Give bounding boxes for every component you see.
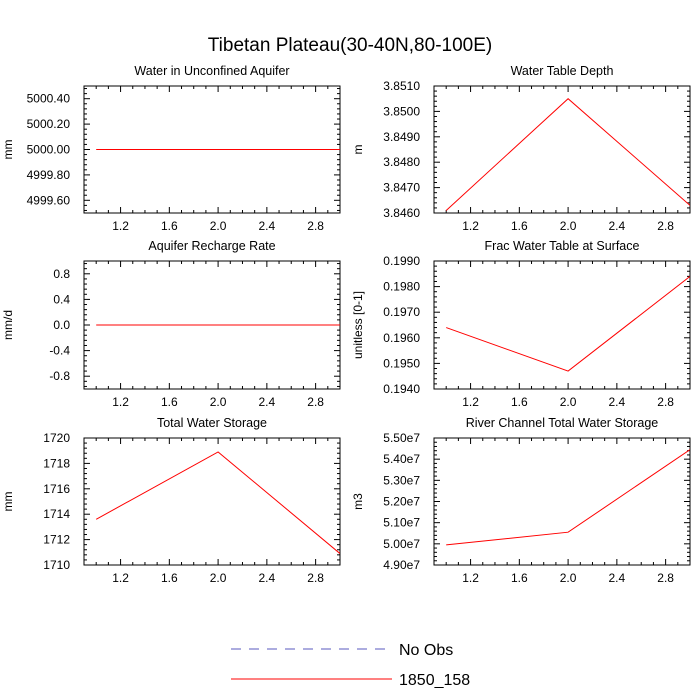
panel-1: Water in Unconfined Aquifer mm 1.2 1.6 2.0 2.…: [1, 64, 341, 233]
y-tick-label: 3.8490: [383, 130, 420, 144]
x-tick-label: 2.8: [307, 571, 324, 585]
series-line: [95, 451, 340, 554]
x-tick-label: 2.4: [609, 395, 626, 409]
y-tick-label: 3.8500: [383, 104, 420, 118]
x-tick-label: 1.2: [112, 219, 129, 233]
series-line: [445, 98, 690, 211]
y-tick-label: 1718: [43, 456, 70, 470]
series-line: [446, 275, 690, 372]
x-tick-label: 2.8: [657, 219, 674, 233]
x-tick-label: 2.0: [210, 395, 227, 409]
y-tick-label: 0.1950: [383, 356, 420, 370]
y-axis-label: unitless [0-1]: [351, 291, 365, 359]
y-tick-label: 5.00e7: [383, 537, 420, 551]
y-tick-label: 5.40e7: [383, 452, 420, 466]
y-tick-label: 0.1960: [383, 331, 420, 345]
y-tick-label: -0.8: [49, 369, 70, 383]
x-tick-label: 2.4: [259, 571, 276, 585]
x-tick-label: 2.8: [657, 395, 674, 409]
x-tick-label: 1.2: [112, 571, 129, 585]
y-tick-label: 3.8510: [383, 79, 420, 93]
x-tick-label: 1.2: [112, 395, 129, 409]
y-tick-label: 0.8: [53, 267, 70, 281]
y-tick-label: 1714: [43, 507, 70, 521]
y-tick-label: 0.1970: [383, 305, 420, 319]
x-tick-label: 1.2: [462, 395, 479, 409]
y-tick-label: 3.8470: [383, 181, 420, 195]
x-tick-label: 2.0: [560, 395, 577, 409]
panel-title: River Channel Total Water Storage: [466, 416, 659, 430]
x-tick-label: 1.6: [161, 395, 178, 409]
y-tick-label: 0.0: [53, 318, 70, 332]
x-tick-label: 1.6: [161, 571, 178, 585]
y-axis-label: mm: [1, 492, 15, 512]
x-tick-label: 1.2: [462, 219, 479, 233]
y-tick-label: 1712: [43, 533, 70, 547]
y-tick-label: 1720: [43, 431, 70, 445]
legend-label: 1850_158: [399, 672, 470, 689]
plot-frame: [433, 260, 691, 390]
plot-frame: [433, 85, 691, 214]
y-tick-label: 0.1940: [383, 382, 420, 396]
x-tick-label: 2.8: [307, 395, 324, 409]
panel-5: Total Water Storage mm 1.2 1.6 2.0 2.4 2.8 1710…: [1, 416, 341, 585]
y-tick-label: 4999.80: [27, 168, 71, 182]
y-tick-label: 3.8480: [383, 155, 420, 169]
x-tick-label: 2.4: [259, 219, 276, 233]
y-tick-label: 5.50e7: [383, 431, 420, 445]
x-tick-label: 2.8: [657, 571, 674, 585]
y-axis-label: m3: [351, 493, 365, 510]
legend-label: No Obs: [399, 642, 453, 659]
y-axis-label: mm: [1, 140, 15, 160]
plot-frame: [83, 437, 341, 566]
y-tick-label: 5.30e7: [383, 473, 420, 487]
x-tick-label: 2.8: [307, 219, 324, 233]
y-tick-label: 4999.60: [27, 193, 71, 207]
panel-title: Water in Unconfined Aquifer: [134, 64, 289, 78]
y-tick-label: 0.4: [53, 292, 70, 306]
x-tick-label: 2.4: [259, 395, 276, 409]
x-tick-label: 2.0: [560, 571, 577, 585]
y-tick-label: -0.4: [49, 344, 70, 358]
panel-6: River Channel Total Water Storage m3 1.2 1.…: [351, 416, 691, 585]
y-tick-label: 5000.00: [27, 143, 71, 157]
panel-title: Aquifer Recharge Rate: [148, 239, 275, 253]
panel-2: Water Table Depth m 1.2 1.6 2.0 2.4 2.8 3.8460 3…: [351, 64, 691, 233]
y-tick-label: 0.1990: [383, 254, 420, 268]
y-tick-label: 1710: [43, 558, 70, 572]
legend: No Obs 1850_158: [231, 642, 470, 689]
series-line: [446, 449, 690, 546]
y-tick-label: 5.10e7: [383, 516, 420, 530]
panels-group: Water in Unconfined Aquifer mm 1.2 1.6 2.0 2.…: [1, 64, 691, 585]
plot-frame: [433, 437, 691, 566]
x-tick-label: 2.0: [210, 571, 227, 585]
y-tick-label: 5000.20: [27, 117, 71, 131]
panel-title: Water Table Depth: [511, 64, 614, 78]
x-tick-label: 1.6: [511, 219, 528, 233]
y-axis-label: mm/d: [1, 310, 15, 340]
y-tick-label: 0.1980: [383, 280, 420, 294]
panel-4: Frac Water Table at Surface unitless [0-1…: [351, 239, 691, 409]
figure-title: Tibetan Plateau(30-40N,80-100E): [208, 35, 492, 56]
x-tick-label: 1.6: [511, 395, 528, 409]
y-tick-label: 4.90e7: [383, 558, 420, 572]
y-axis-label: m: [351, 145, 365, 155]
x-tick-label: 2.4: [609, 571, 626, 585]
y-tick-label: 5000.40: [27, 92, 71, 106]
x-tick-label: 2.4: [609, 219, 626, 233]
y-tick-label: 5.20e7: [383, 495, 420, 509]
x-tick-label: 1.2: [462, 571, 479, 585]
x-tick-label: 1.6: [161, 219, 178, 233]
y-tick-label: 3.8460: [383, 206, 420, 220]
x-tick-label: 1.6: [511, 571, 528, 585]
x-tick-label: 2.0: [210, 219, 227, 233]
panel-title: Total Water Storage: [157, 416, 267, 430]
panel-title: Frac Water Table at Surface: [485, 239, 640, 253]
x-tick-label: 2.0: [560, 219, 577, 233]
panel-3: Aquifer Recharge Rate mm/d 1.2 1.6 2.0 2.4 2.8…: [1, 239, 341, 409]
y-tick-label: 1716: [43, 482, 70, 496]
